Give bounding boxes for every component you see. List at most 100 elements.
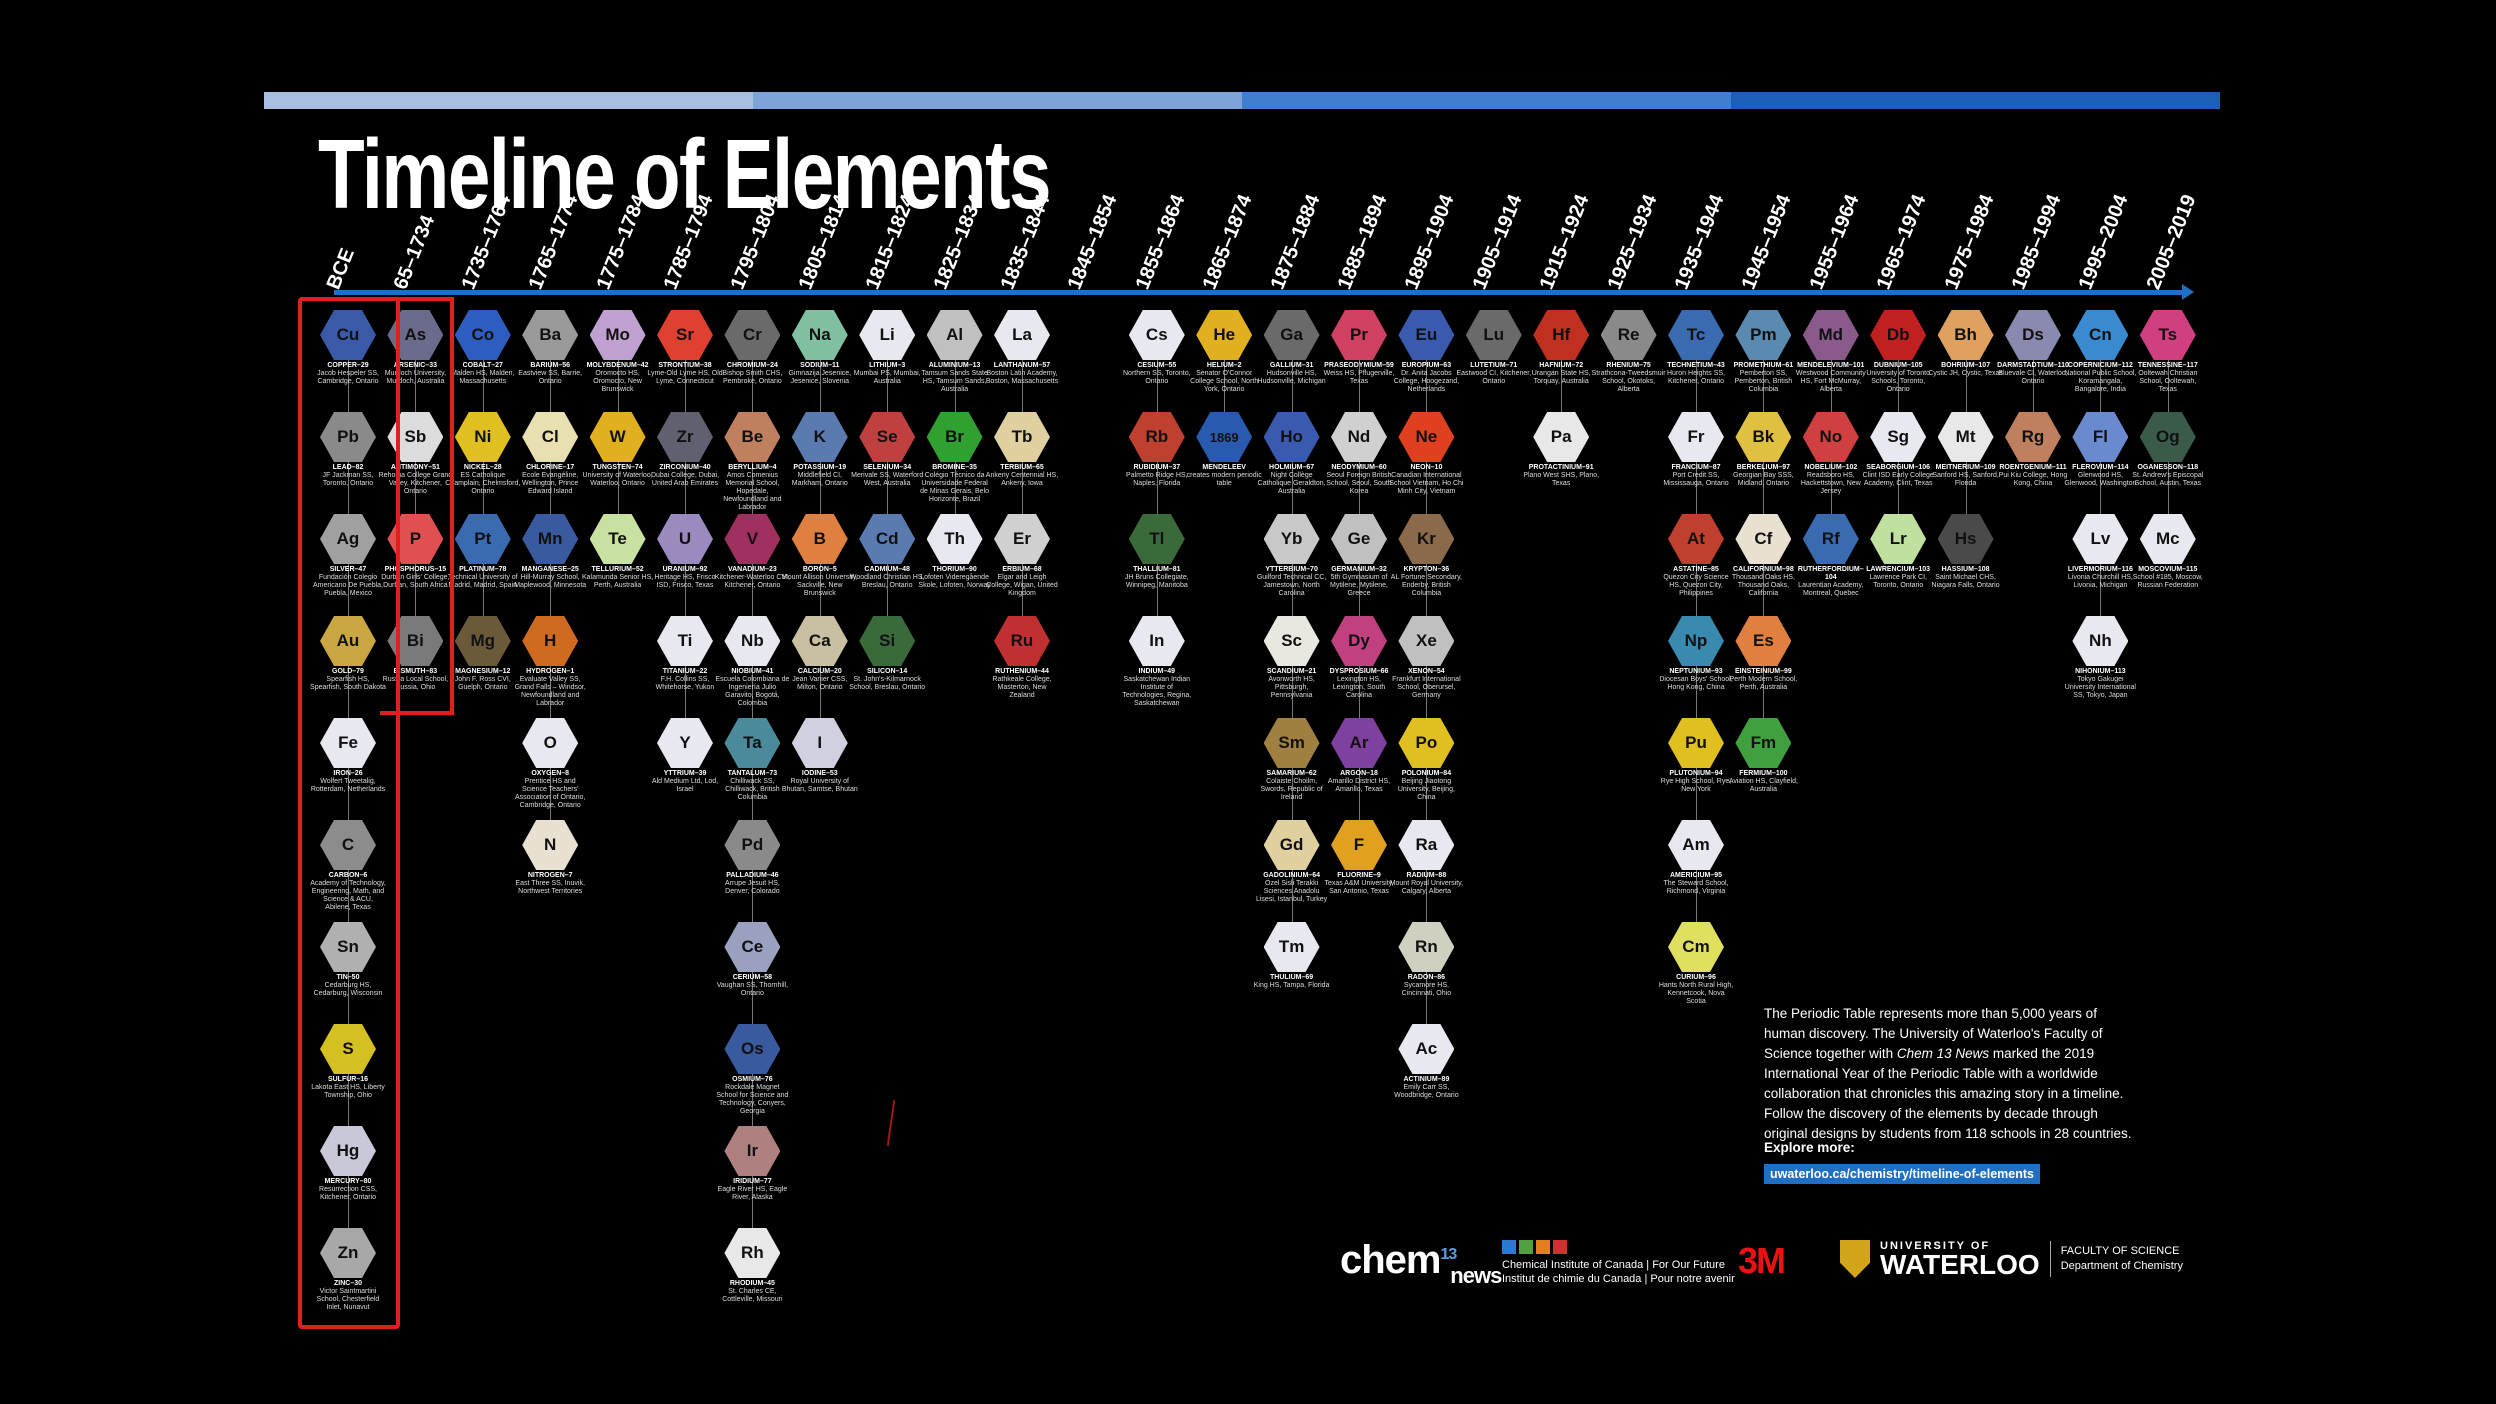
decade-label: 1915–1924 bbox=[1535, 191, 1594, 293]
element-tile: Ar ARGON–18 Amarillo District HS, Amarillo… bbox=[1328, 718, 1390, 794]
element-hexagon-artwork: Cm bbox=[1668, 922, 1724, 972]
element-name: GOLD–79 bbox=[332, 668, 364, 675]
decade-label: 1935–1944 bbox=[1670, 191, 1729, 293]
element-caption: ARGON–18 Amarillo District HS, Amarillo, … bbox=[1321, 770, 1397, 794]
element-name: IRON–26 bbox=[333, 770, 363, 777]
element-name: DUBNIUM–105 bbox=[1873, 362, 1923, 369]
element-tile: Hg MERCURY–80 Resurrection CSS, Kitchener,… bbox=[319, 1126, 377, 1202]
element-school: F.H. Collins SS, Whitehorse, Yukon bbox=[655, 676, 715, 691]
element-caption: FLUORINE–9 Texas A&M University, San Anto… bbox=[1321, 872, 1397, 896]
element-tile: Rn RADON–86 Sycamore HS, Cincinnati, Ohio bbox=[1398, 922, 1455, 998]
element-school: Academy of Technology, Engineering, Math… bbox=[310, 880, 386, 911]
element-name: GALLIUM–31 bbox=[1269, 362, 1314, 369]
element-caption: PRASEODYMIUM–59 Weiss HS, Pflugerville, T… bbox=[1321, 362, 1397, 386]
element-caption: ACTINIUM–89 Emily Carr SS, Woodbridge, On… bbox=[1388, 1076, 1464, 1100]
element-caption: XENON–54 Frankfurt International School, … bbox=[1388, 668, 1464, 700]
element-hexagon-artwork: Nd bbox=[1331, 412, 1387, 462]
element-name: SODIUM–11 bbox=[800, 362, 840, 369]
element-school: School #185, Moscow, Russian Federation bbox=[2132, 574, 2203, 589]
element-tile: Rh RHODIUM–45 St. Charles CE, Cottleville,… bbox=[722, 1228, 783, 1304]
element-name: YTTRIUM–39 bbox=[663, 770, 707, 777]
element-hexagon-artwork: Ca bbox=[791, 616, 848, 666]
element-school: Jean Vanier CSS, Milton, Ontario bbox=[792, 676, 848, 691]
element-hexagon-artwork: Bk bbox=[1735, 412, 1792, 462]
element-school: Rehoma College Grand Valley, Kitchener, … bbox=[378, 472, 453, 495]
element-name: MANGANESE–25 bbox=[521, 566, 579, 573]
element-name: SILICON–14 bbox=[867, 668, 908, 675]
element-tile: 1869 MENDELEEV creates modern periodic tab… bbox=[1187, 412, 1262, 488]
element-tile: Ts TENNESSINE–117 Ooltewah Christian Schoo… bbox=[2138, 310, 2198, 394]
element-tile: Bk BERKELIUM–97 Georgian Bay SSS, Midland,… bbox=[1733, 412, 1794, 488]
element-hexagon-artwork: N bbox=[522, 820, 579, 870]
element-hexagon-artwork: Cs bbox=[1128, 310, 1185, 360]
element-name: TERBIUM–65 bbox=[1000, 464, 1044, 471]
element-caption: CERIUM–58 Vaughan SS, Thornhill, Ontario bbox=[714, 974, 790, 998]
element-name: LIVERMORIUM–116 bbox=[2067, 566, 2133, 573]
element-school: Emily Carr SS, Woodbridge, Ontario bbox=[1394, 1084, 1459, 1099]
element-caption: THALLIUM–81 JH Bruns Collegiate, Winnipeg… bbox=[1119, 566, 1195, 590]
highlight-box-bce bbox=[298, 297, 400, 1329]
element-school: Amarillo District HS, Amarillo, Texas bbox=[1327, 778, 1391, 793]
info-text-chem13: Chem 13 News bbox=[1896, 1046, 1990, 1061]
column-connector bbox=[1022, 360, 1023, 666]
element-hexagon-artwork: Fm bbox=[1735, 718, 1792, 768]
element-caption: ANTIMONY–51 Rehoma College Grand Valley, … bbox=[377, 464, 453, 496]
element-hexagon-artwork: He bbox=[1196, 310, 1253, 360]
element-hexagon-artwork: Ce bbox=[724, 922, 781, 972]
element-hexagon-artwork: Lv bbox=[2072, 514, 2129, 564]
element-tile: Sg SEABORGIUM–106 Clint ISD Early College … bbox=[1863, 412, 1934, 488]
timeline-arrow-icon bbox=[2182, 284, 2194, 300]
element-caption: RUTHENIUM–44 Rathkeale College, Masterton… bbox=[984, 668, 1060, 700]
element-school: Port Credit SS, Mississauga, Ontario bbox=[1663, 472, 1729, 487]
element-hexagon-artwork: Te bbox=[589, 514, 646, 564]
element-caption: MANGANESE–25 Hill-Murray School, Maplewoo… bbox=[512, 566, 588, 590]
element-name: MENDELEVIUM–101 bbox=[1797, 362, 1865, 369]
element-school: creates modern periodic table bbox=[1186, 472, 1262, 487]
element-tile: Ra RADIUM–88 Mount Royal University, Calga… bbox=[1390, 820, 1463, 896]
element-tile: Li LITHIUM–3 Mumbai PS, Mumbai, Australia bbox=[854, 310, 921, 386]
element-school: Guilford Technical CC, Jamestown, North … bbox=[1256, 574, 1327, 597]
element-name: TANTALUM–73 bbox=[727, 770, 778, 777]
element-name: STRONTIUM–38 bbox=[658, 362, 712, 369]
column-connector bbox=[1156, 360, 1158, 666]
explore-url-link[interactable]: uwaterloo.ca/chemistry/timeline-of-eleme… bbox=[1764, 1164, 2040, 1184]
element-name: FLUORINE–9 bbox=[1337, 872, 1381, 879]
element-caption: YTTRIUM–39 Ald Medium Ltd, Lod, Israel bbox=[647, 770, 723, 794]
element-caption: MERCURY–80 Resurrection CSS, Kitchener, O… bbox=[310, 1178, 386, 1202]
element-tile: Nd NEODYMIUM–60 Seoul Foreign British Scho… bbox=[1326, 412, 1392, 496]
element-name: BISMUTH–83 bbox=[393, 668, 438, 675]
element-tile: Se SELENIUM–34 Merivale SS, Waterford West… bbox=[851, 412, 923, 488]
element-tile: Al ALUMINIUM–13 Tamsum Sands State HS, Tam… bbox=[921, 310, 988, 394]
element-tile: Hs HASSIUM–108 Saint Michael CHS, Niagara … bbox=[1932, 514, 2000, 590]
element-name: LUTETIUM–71 bbox=[1470, 362, 1518, 369]
element-tile: C CARBON–6 Academy of Technology, Engineer… bbox=[310, 820, 386, 912]
element-hexagon-artwork: Mo bbox=[589, 310, 646, 360]
element-name: SILVER–47 bbox=[329, 566, 367, 573]
element-caption: RADIUM–88 Mount Royal University, Calgary… bbox=[1388, 872, 1464, 896]
element-name: ALUMINIUM–13 bbox=[928, 362, 981, 369]
element-tile: Co COBALT–27 Malden HS, Malden, Massachuse… bbox=[451, 310, 515, 386]
element-name: TELLURIUM–52 bbox=[591, 566, 644, 573]
element-tile: Ga GALLIUM–31 Hudsonville HS, Hudsonville,… bbox=[1258, 310, 1326, 386]
element-caption: NICKEL–28 ES Catholique Champlain, Chelms… bbox=[445, 464, 521, 496]
element-school: Westwood Community HS, Fort McMurray, Al… bbox=[1795, 370, 1866, 393]
element-name: KRYPTON–36 bbox=[1403, 566, 1450, 573]
element-caption: NITROGEN–7 East Three SS, Inuvik, Northwe… bbox=[512, 872, 588, 896]
element-caption: TENNESSINE–117 Ooltewah Christian School,… bbox=[2130, 362, 2206, 394]
element-name: CADMIUM–48 bbox=[864, 566, 910, 573]
element-school: Ald Medium Ltd, Lod, Israel bbox=[651, 778, 719, 793]
element-caption: NEODYMIUM–60 Seoul Foreign British School… bbox=[1321, 464, 1397, 496]
element-hexagon-artwork: Am bbox=[1668, 820, 1724, 870]
uw-waterloo-text: WATERLOO bbox=[1880, 1249, 2040, 1280]
element-hexagon-artwork: Ac bbox=[1398, 1024, 1455, 1074]
element-name: GERMANIUM–32 bbox=[1331, 566, 1387, 573]
element-caption: PHOSPHORUS–15 Durban Girls' College, Durb… bbox=[377, 566, 453, 590]
element-school: Georgian Bay SSS, Midland, Ontario bbox=[1733, 472, 1794, 487]
element-school: Hants North Rural High, Kennetcook, Nova… bbox=[1658, 982, 1734, 1005]
element-tile: Ir IRIDIUM–77 Eagle River HS, Eagle River,… bbox=[718, 1126, 787, 1202]
element-school: Hudsonville HS, Hudsonville, Michigan bbox=[1257, 370, 1326, 385]
element-school: Ankeny Centennial HS, Ankeny, Iowa bbox=[985, 472, 1059, 487]
element-school: Cystic JH, Cystic, Texas bbox=[1928, 370, 2003, 377]
element-tile: Fl FLEROVIUM–114 Glenwood HS, Glenwood, Wa… bbox=[2064, 412, 2136, 488]
element-hexagon-artwork: Eu bbox=[1398, 310, 1455, 360]
